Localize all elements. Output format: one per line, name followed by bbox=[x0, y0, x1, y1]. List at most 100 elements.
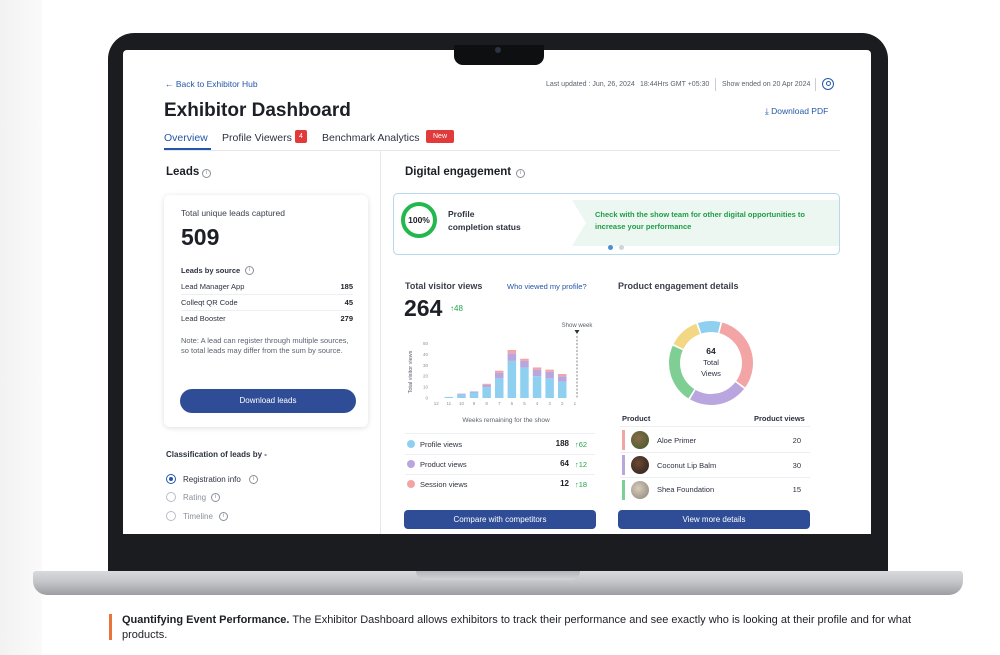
user-avatar-icon[interactable] bbox=[822, 78, 834, 90]
product-thumbnail bbox=[631, 481, 649, 499]
caption-text: The Exhibitor Dashboard allows exhibitor… bbox=[122, 614, 912, 641]
show-ended-text: Show ended on 20 Apr 2024 bbox=[722, 81, 811, 88]
product-views: 30 bbox=[792, 461, 801, 470]
bar-product-views bbox=[532, 369, 542, 377]
tab-profile-viewers[interactable]: Profile Viewers bbox=[222, 132, 292, 144]
caption-accent-bar bbox=[109, 614, 112, 640]
carousel-dot-active[interactable] bbox=[608, 245, 613, 250]
source-label: Lead Booster bbox=[181, 314, 226, 323]
info-icon[interactable]: i bbox=[211, 493, 220, 502]
legend-value: 12 bbox=[560, 479, 569, 488]
product-views: 20 bbox=[792, 436, 801, 445]
info-icon[interactable]: i bbox=[245, 266, 254, 275]
radio-registration-info[interactable] bbox=[166, 474, 176, 484]
bar-profile-views bbox=[532, 376, 542, 398]
legend-label: Session views bbox=[420, 480, 468, 489]
row-divider bbox=[405, 474, 595, 475]
caption-title: Quantifying Event Performance. bbox=[122, 614, 290, 626]
row-divider bbox=[620, 452, 810, 453]
laptop-hinge bbox=[416, 571, 580, 580]
bar-product-views bbox=[558, 376, 567, 382]
bar-profile-views bbox=[457, 394, 466, 398]
radio-label: Timeline bbox=[183, 512, 213, 521]
bar-product-views bbox=[520, 360, 529, 368]
product-views-dot bbox=[407, 460, 415, 468]
bar-product-views bbox=[507, 353, 517, 361]
product-name: Shea Foundation bbox=[657, 485, 715, 494]
who-viewed-link[interactable]: Who viewed my profile? bbox=[507, 282, 587, 291]
back-to-exhibitor-hub-link[interactable]: ← Back to Exhibitor Hub bbox=[165, 79, 258, 89]
info-icon[interactable]: i bbox=[219, 512, 228, 521]
compare-with-competitors-button[interactable]: Compare with competitors bbox=[404, 510, 596, 529]
bar-session-views bbox=[495, 370, 504, 373]
leads-card bbox=[164, 195, 368, 427]
active-tab-indicator bbox=[164, 148, 211, 150]
x-tick-label: 4 bbox=[536, 401, 539, 406]
bar-product-views bbox=[482, 384, 491, 388]
visitor-views-delta: ↑48 bbox=[450, 304, 463, 313]
leads-by-source-label: Leads by source bbox=[181, 266, 241, 275]
leads-note: Note: A lead can register through multip… bbox=[181, 336, 349, 355]
last-updated-time: 18:44Hrs GMT +05:30 bbox=[640, 81, 710, 88]
donut-segment bbox=[673, 323, 701, 349]
tab-overview[interactable]: Overview bbox=[164, 132, 208, 144]
radio-label: Registration info bbox=[183, 475, 241, 484]
total-leads-value: 509 bbox=[181, 224, 220, 250]
completion-ring: 100% bbox=[401, 202, 437, 238]
product-color-swatch bbox=[622, 480, 625, 500]
info-icon[interactable]: i bbox=[249, 475, 258, 484]
show-week-marker-arrow bbox=[574, 330, 580, 334]
tab-benchmark-analytics[interactable]: Benchmark Analytics bbox=[322, 132, 420, 144]
session-views-dot bbox=[407, 480, 415, 488]
row-divider bbox=[620, 426, 810, 427]
view-more-details-button[interactable]: View more details bbox=[618, 510, 810, 529]
leads-heading: Leads bbox=[166, 166, 200, 178]
last-updated-text: Last updated : Jun, 26, 2024 bbox=[546, 81, 635, 88]
product-views-donut: 64 Total Views bbox=[669, 321, 753, 405]
row-divider bbox=[405, 454, 595, 455]
donut-total-label: Views bbox=[701, 369, 721, 378]
radio-rating[interactable] bbox=[166, 492, 176, 502]
x-tick-label: 1 bbox=[574, 401, 577, 406]
meta-divider bbox=[715, 78, 716, 91]
background-strip bbox=[0, 0, 42, 655]
donut-total-label: Total bbox=[703, 358, 719, 367]
views-column-header: Product views bbox=[754, 414, 805, 423]
donut-segment bbox=[697, 321, 721, 334]
chart-x-axis-label: Weeks remaining for the show bbox=[462, 417, 550, 424]
bar-profile-views bbox=[482, 387, 491, 398]
y-tick-label: 10 bbox=[423, 385, 429, 390]
radio-timeline[interactable] bbox=[166, 511, 176, 521]
y-tick-label: 50 bbox=[423, 341, 429, 346]
donut-segment bbox=[719, 322, 753, 388]
bar-profile-views bbox=[520, 367, 529, 398]
carousel-dot[interactable] bbox=[619, 245, 624, 250]
row-divider bbox=[181, 310, 353, 311]
show-week-label: Show week bbox=[562, 323, 594, 329]
info-icon[interactable]: i bbox=[516, 169, 525, 178]
bar-session-views bbox=[545, 369, 554, 372]
bar-session-views bbox=[482, 383, 491, 385]
legend-value: 188 bbox=[555, 439, 569, 448]
donut-total-value: 64 bbox=[706, 346, 716, 356]
x-tick-label: 2 bbox=[561, 401, 564, 406]
radio-label: Rating bbox=[183, 493, 207, 502]
promo-text: increase your performance bbox=[595, 222, 692, 231]
x-tick-label: 10 bbox=[459, 401, 465, 406]
dashboard-screen: ← Back to Exhibitor Hub Last updated : J… bbox=[123, 50, 871, 534]
bar-product-views bbox=[469, 391, 479, 393]
legend-delta: ↑62 bbox=[575, 440, 588, 449]
page-title: Exhibitor Dashboard bbox=[164, 100, 351, 121]
bar-session-views bbox=[507, 350, 517, 354]
info-icon[interactable]: i bbox=[202, 169, 211, 178]
download-leads-button[interactable]: Download leads bbox=[180, 389, 356, 413]
bar-profile-views bbox=[545, 378, 554, 398]
download-pdf-link[interactable]: ⤓ Download PDF bbox=[765, 106, 829, 116]
bar-profile-views bbox=[558, 381, 567, 398]
bar-profile-views bbox=[444, 396, 454, 398]
visitor-views-heading: Total visitor views bbox=[405, 281, 483, 291]
column-divider bbox=[380, 151, 381, 534]
camera-icon bbox=[495, 47, 501, 53]
legend-delta: ↑18 bbox=[575, 480, 588, 489]
